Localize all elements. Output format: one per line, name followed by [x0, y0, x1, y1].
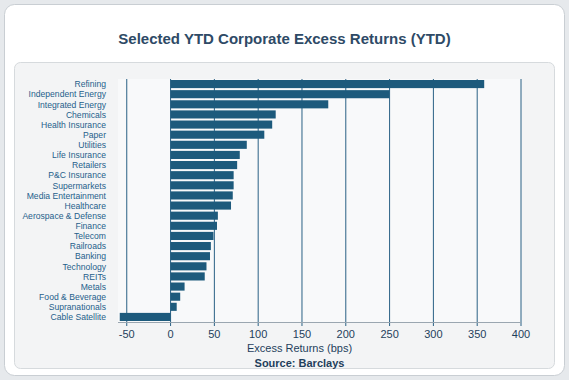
bar	[171, 232, 214, 240]
category-label: Paper	[83, 130, 106, 140]
category-label: Metals	[81, 282, 106, 292]
bar	[171, 191, 233, 199]
category-label: Integrated Energy	[38, 100, 107, 110]
category-label: Supermarkets	[53, 181, 107, 191]
bars	[120, 80, 484, 321]
tick-label: 350	[468, 328, 486, 340]
category-label: Finance	[75, 221, 106, 231]
bar	[171, 283, 185, 291]
title: Selected YTD Corporate Excess Returns (Y…	[118, 30, 450, 47]
category-label: Aerospace & Defense	[22, 211, 106, 221]
grid-line	[477, 79, 478, 326]
category-label: Retailers	[72, 160, 106, 170]
category-label: Refining	[74, 79, 106, 89]
bar	[171, 181, 234, 189]
plot-area	[118, 79, 521, 322]
card	[5, 5, 565, 376]
category-label: Food & Beverage	[39, 292, 106, 302]
panel	[15, 63, 555, 369]
tick-label: 300	[424, 328, 442, 340]
bar	[171, 171, 234, 179]
bar	[171, 110, 276, 118]
grid-line	[521, 79, 522, 326]
tick-label: -50	[119, 328, 135, 340]
grid-line	[126, 79, 127, 326]
grid-line	[433, 79, 434, 326]
category-label: Independent Energy	[29, 89, 107, 99]
bar	[171, 161, 238, 169]
tick-label: 400	[512, 328, 530, 340]
category-label: REITs	[83, 272, 106, 282]
category-label: Life Insurance	[52, 150, 106, 160]
bar	[171, 202, 231, 210]
category-label: P&C Insurance	[48, 170, 106, 180]
tick-label: 50	[208, 328, 220, 340]
bar	[171, 151, 240, 159]
chart: Selected YTD Corporate Excess Returns (Y…	[0, 0, 569, 380]
bar	[171, 141, 247, 149]
bar	[171, 212, 218, 220]
grid-line	[345, 79, 346, 326]
bar	[171, 252, 210, 260]
bar	[171, 121, 273, 129]
category-label: Banking	[75, 251, 106, 261]
category-label: Technology	[63, 262, 107, 272]
source: Source: Barclays	[255, 357, 345, 369]
bar	[171, 272, 205, 280]
grid-line	[301, 79, 302, 326]
category-label: Utilities	[78, 140, 106, 150]
category-label: Healthcare	[64, 201, 106, 211]
bar	[171, 293, 181, 301]
category-label: Media Entertainment	[27, 191, 107, 201]
category-label: Railroads	[70, 241, 106, 251]
tick-label: 100	[249, 328, 267, 340]
bar	[171, 262, 207, 270]
bar	[120, 313, 171, 321]
x-axis-label: Excess Returns (bps)	[247, 342, 352, 354]
bar	[171, 100, 329, 108]
grid-line	[389, 79, 390, 326]
bar	[171, 242, 211, 250]
bar	[171, 90, 390, 98]
category-label: Health Insurance	[41, 120, 106, 130]
tick-label: 250	[380, 328, 398, 340]
category-label: Chemicals	[66, 110, 106, 120]
bar	[171, 303, 177, 311]
category-label: Telecom	[74, 231, 106, 241]
tick-label: 150	[293, 328, 311, 340]
category-label: Supranationals	[49, 302, 106, 312]
bar	[171, 80, 485, 88]
tick-label: 200	[337, 328, 355, 340]
bar	[171, 222, 217, 230]
bar	[171, 131, 265, 139]
x-axis	[118, 322, 521, 323]
category-label: Cable Satellite	[51, 312, 107, 322]
tick-label: 0	[168, 328, 174, 340]
